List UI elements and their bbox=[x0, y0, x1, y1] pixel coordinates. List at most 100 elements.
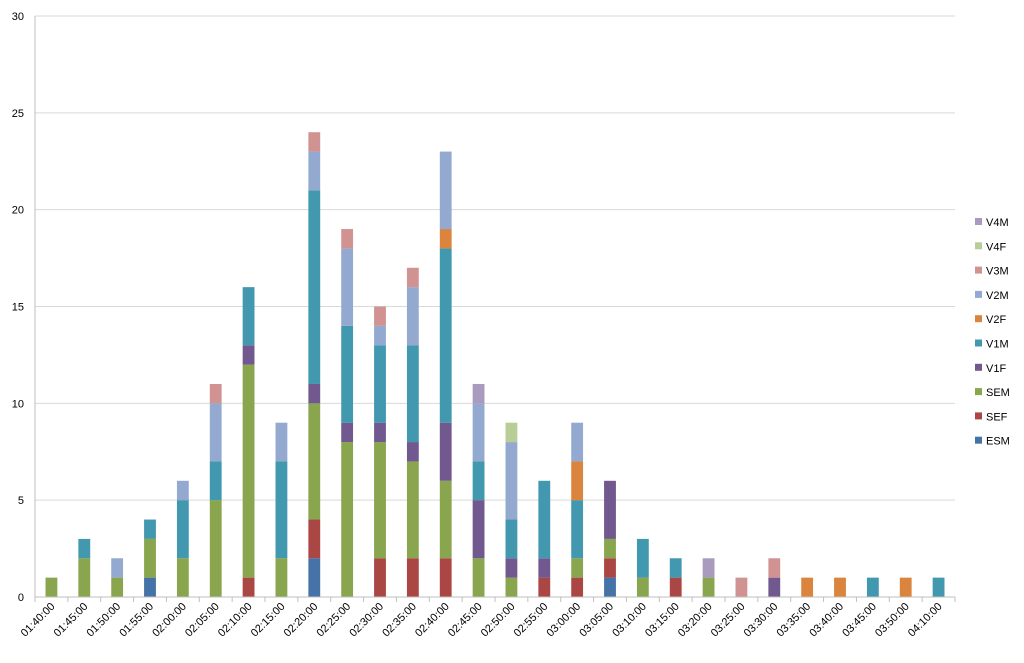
x-tick-label: 03:40:00 bbox=[807, 601, 846, 640]
bar-segment-v3m bbox=[209, 383, 222, 404]
bar-segment-esm bbox=[144, 577, 156, 597]
bar-segment-v3m bbox=[406, 267, 419, 288]
legend-swatch-v4m bbox=[975, 218, 982, 225]
x-tick-label: 02:30:00 bbox=[347, 601, 386, 640]
x-tick-label: 01:50:00 bbox=[84, 601, 123, 640]
bar-segment-v2f bbox=[439, 229, 452, 249]
bar-segment-sem bbox=[176, 558, 189, 597]
bar-segment-v1m bbox=[144, 519, 156, 539]
legend-label-v3m: V3M bbox=[986, 266, 1009, 278]
legend-label-sef: SEF bbox=[986, 411, 1008, 423]
bar-segment-v1f bbox=[604, 480, 616, 539]
bar-segment-sem bbox=[505, 577, 518, 597]
bar-segment-sem bbox=[308, 403, 321, 520]
bar-segment-v2m bbox=[209, 403, 222, 462]
bar-segment-v1m bbox=[472, 461, 485, 501]
legend-swatch-v3m bbox=[975, 266, 982, 274]
bar-segment-v2f bbox=[899, 577, 912, 597]
bar-segment-sef bbox=[669, 577, 682, 597]
bar-segment-sef bbox=[308, 519, 321, 559]
bar-segment-v1m bbox=[275, 461, 288, 559]
bar-segment-v2f bbox=[571, 461, 584, 501]
bar-segment-sef bbox=[242, 577, 255, 597]
bar-segment-v1m bbox=[439, 248, 452, 423]
x-tick-label: 04:10:00 bbox=[906, 601, 945, 640]
bar-segment-sem bbox=[275, 558, 288, 597]
bar-segment-esm bbox=[604, 577, 616, 597]
x-tick-label: 01:40:00 bbox=[19, 601, 58, 640]
legend-label-sem: SEM bbox=[986, 387, 1010, 399]
bar-segment-v2m bbox=[439, 151, 452, 230]
x-tick-label: 03:50:00 bbox=[873, 601, 912, 640]
bar-segment-sef bbox=[406, 558, 419, 597]
bar-segment-v1m bbox=[505, 519, 518, 559]
legend-label-v2m: V2M bbox=[986, 290, 1009, 302]
bar-segment-esm bbox=[308, 558, 321, 597]
bar-segment-v4f bbox=[505, 422, 518, 443]
bar-segment-v1f bbox=[242, 345, 255, 365]
bar-segment-v2m bbox=[275, 422, 288, 462]
x-tick-label: 02:40:00 bbox=[413, 601, 452, 640]
legend-swatch-v2m bbox=[975, 290, 982, 298]
bar-segment-sem bbox=[472, 558, 485, 597]
bar-segment-v1f bbox=[505, 558, 518, 578]
bar-segment-v3m bbox=[341, 229, 354, 249]
bar-segment-v2m bbox=[111, 558, 124, 578]
bar-segment-sef bbox=[571, 577, 584, 597]
bar-segment-sef bbox=[538, 577, 551, 597]
bar-segment-v1m bbox=[636, 538, 649, 578]
legend-label-v4f: V4F bbox=[986, 241, 1006, 253]
x-tick-label: 02:55:00 bbox=[512, 601, 551, 640]
bar-segment-v2m bbox=[571, 422, 584, 462]
x-tick-label: 03:15:00 bbox=[643, 601, 682, 640]
bar-segment-v1m bbox=[932, 577, 945, 597]
bar-segment-sem bbox=[571, 558, 584, 578]
bar-segment-sef bbox=[439, 558, 452, 597]
bar-segment-sem bbox=[242, 364, 255, 578]
bar-segment-v1f bbox=[308, 383, 321, 404]
bar-segment-sem bbox=[341, 442, 354, 597]
bar-segment-v2m bbox=[406, 287, 419, 346]
bar-segment-v1m bbox=[538, 480, 551, 559]
x-tick-label: 02:20:00 bbox=[282, 601, 321, 640]
legend-swatch-sem bbox=[975, 388, 982, 396]
bar-segment-v1f bbox=[439, 422, 452, 481]
x-tick-label: 02:45:00 bbox=[446, 601, 485, 640]
bar-segment-v3m bbox=[374, 306, 386, 326]
bar-segment-v1m bbox=[78, 538, 91, 559]
x-tick-label: 03:00:00 bbox=[544, 601, 583, 640]
bar-segment-v1m bbox=[341, 325, 354, 423]
x-tick-label: 03:20:00 bbox=[676, 601, 715, 640]
legend-label-esm: ESM bbox=[986, 436, 1010, 448]
x-tick-label: 02:10:00 bbox=[216, 601, 255, 640]
bar-segment-v1f bbox=[341, 422, 354, 443]
y-tick-label: 20 bbox=[12, 205, 24, 217]
x-tick-label: 02:00:00 bbox=[150, 601, 189, 640]
bar-segment-v1f bbox=[538, 558, 551, 578]
legend-swatch-esm bbox=[975, 436, 982, 444]
bar-segment-v1f bbox=[768, 577, 781, 597]
bar-segment-v4m bbox=[472, 383, 485, 404]
bar-segment-v1m bbox=[176, 500, 189, 559]
bar-segment-v1m bbox=[406, 345, 419, 443]
bar-segment-sem bbox=[604, 538, 616, 559]
bar-segment-v2m bbox=[374, 325, 386, 346]
bar-segment-sem bbox=[78, 558, 91, 597]
bar-segment-sef bbox=[604, 558, 616, 578]
y-tick-label: 25 bbox=[12, 108, 24, 120]
legend-swatch-v1m bbox=[975, 339, 982, 347]
bar-segment-v2m bbox=[472, 403, 485, 462]
bar-segment-v1f bbox=[406, 442, 419, 462]
bar-segment-v4m bbox=[702, 558, 715, 578]
bars bbox=[45, 132, 945, 597]
bar-segment-v2m bbox=[505, 442, 518, 520]
y-tick-label: 15 bbox=[12, 302, 24, 314]
bar-segment-v3m bbox=[768, 558, 781, 578]
legend-swatch-sef bbox=[975, 412, 982, 420]
bar-segment-sem bbox=[702, 577, 715, 597]
bar-segment-sef bbox=[374, 558, 386, 597]
x-tick-label: 02:15:00 bbox=[249, 601, 288, 640]
bar-segment-sem bbox=[374, 442, 386, 559]
